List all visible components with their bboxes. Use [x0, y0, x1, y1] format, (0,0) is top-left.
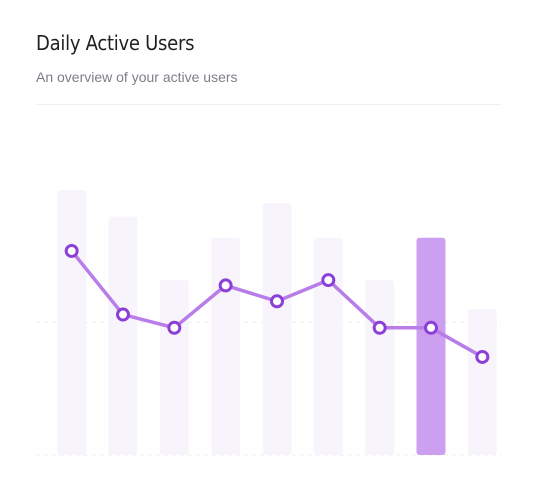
data-point	[270, 294, 284, 309]
data-point	[218, 278, 233, 293]
bars-layer	[57, 190, 497, 455]
bar	[467, 309, 497, 455]
data-point	[424, 320, 438, 335]
chart-title: Daily Active Users	[36, 31, 195, 55]
data-point	[116, 307, 130, 322]
data-point	[64, 243, 79, 258]
header-divider	[36, 104, 501, 105]
bar	[159, 280, 189, 455]
bar	[262, 203, 292, 455]
bar-highlighted	[416, 237, 446, 455]
bar	[313, 237, 343, 455]
points-layer	[64, 243, 490, 364]
bar	[211, 237, 241, 455]
bar	[57, 190, 87, 455]
data-point	[475, 349, 490, 364]
chart-subtitle: An overview of your active users	[36, 69, 238, 85]
bar	[108, 216, 138, 455]
data-point	[167, 320, 182, 335]
bar	[365, 280, 395, 455]
data-point	[321, 273, 336, 288]
data-point	[372, 320, 387, 335]
